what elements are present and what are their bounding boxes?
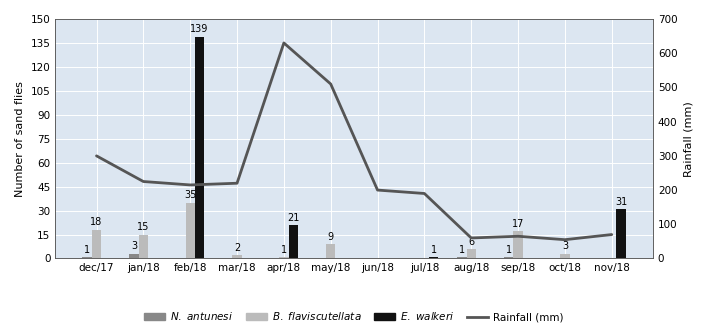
Text: 1: 1: [430, 245, 437, 255]
Text: 15: 15: [137, 222, 149, 232]
Bar: [195, 37, 204, 259]
Bar: [560, 254, 569, 259]
Text: 1: 1: [281, 245, 287, 255]
Text: 1: 1: [84, 245, 90, 255]
Text: 9: 9: [328, 232, 333, 242]
Text: 35: 35: [184, 190, 196, 200]
Bar: [467, 249, 476, 259]
Bar: [289, 225, 298, 259]
Bar: [617, 209, 626, 259]
Bar: [82, 257, 92, 259]
Text: 6: 6: [468, 237, 474, 247]
Text: 17: 17: [512, 219, 524, 229]
Text: 2: 2: [234, 243, 240, 253]
Text: 3: 3: [131, 241, 137, 251]
Bar: [429, 257, 438, 259]
Bar: [232, 255, 241, 259]
Text: 3: 3: [562, 241, 568, 251]
Bar: [130, 254, 139, 259]
Y-axis label: Number of sand flies: Number of sand flies: [15, 81, 25, 197]
Bar: [92, 230, 101, 259]
Bar: [457, 257, 467, 259]
Text: 21: 21: [287, 213, 299, 223]
Y-axis label: Rainfall (mm): Rainfall (mm): [683, 101, 693, 177]
Bar: [185, 202, 195, 259]
Bar: [326, 244, 336, 259]
Text: 18: 18: [91, 217, 103, 227]
Text: 31: 31: [615, 197, 627, 207]
Bar: [504, 257, 513, 259]
Text: 1: 1: [459, 245, 465, 255]
Bar: [279, 257, 289, 259]
Text: 1: 1: [506, 245, 512, 255]
Bar: [139, 235, 148, 259]
Bar: [513, 231, 523, 259]
Legend: $\mathit{N.\ antunesi}$, $\mathit{B.\ flaviscutellata}$, $\mathit{E.\ walkeri}$,: $\mathit{N.\ antunesi}$, $\mathit{B.\ fl…: [141, 307, 567, 324]
Text: 139: 139: [190, 24, 209, 34]
